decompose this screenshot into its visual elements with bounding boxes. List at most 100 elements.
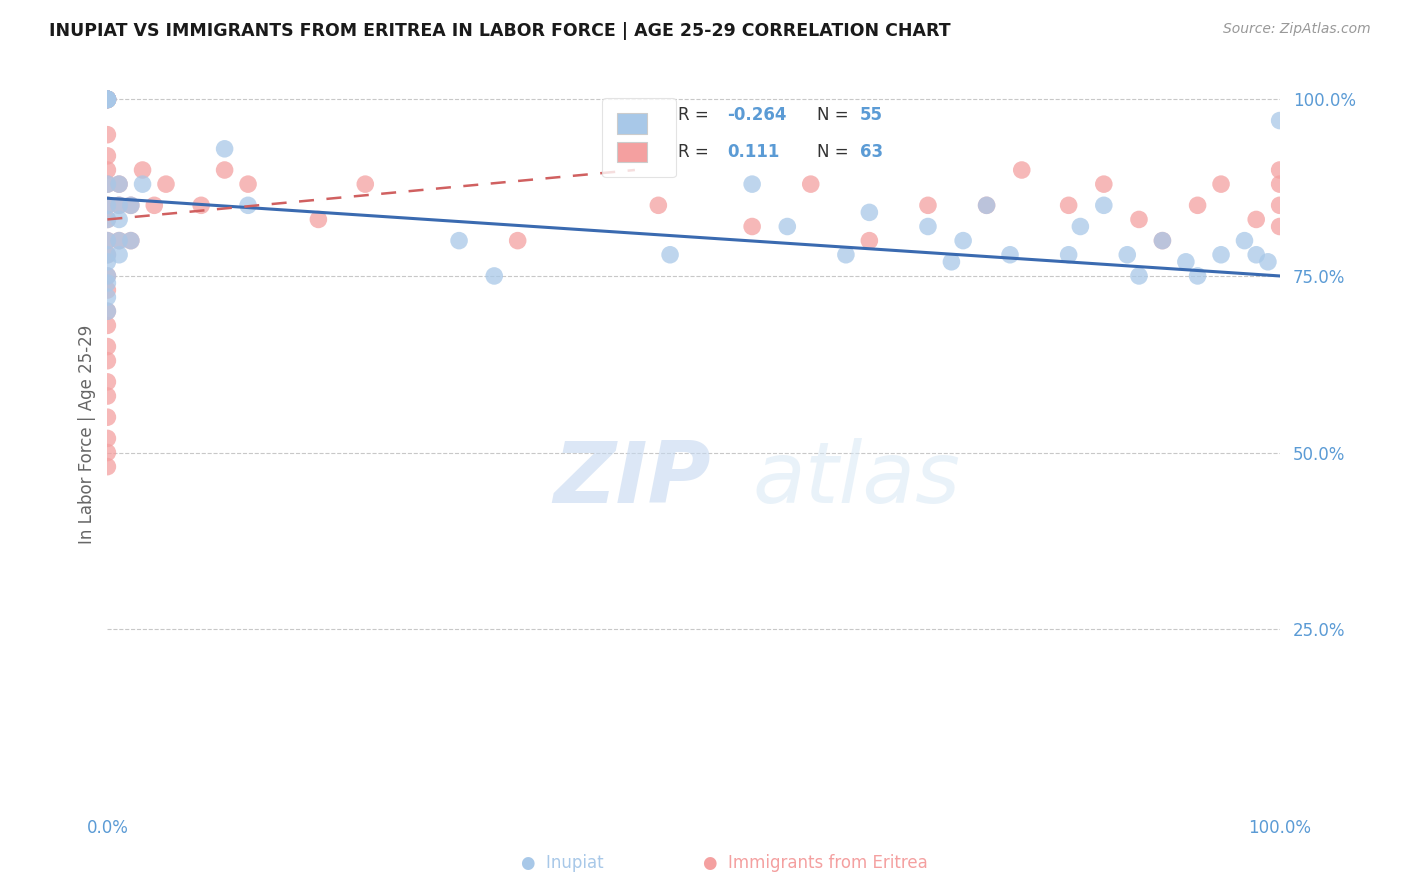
Point <box>647 198 669 212</box>
Point <box>96 92 118 106</box>
Point <box>96 163 118 178</box>
Point <box>96 177 118 191</box>
Point <box>96 268 118 283</box>
Point <box>96 92 118 106</box>
Text: R =: R = <box>678 106 714 124</box>
Point <box>96 92 118 106</box>
Point <box>96 255 118 269</box>
Point <box>214 163 236 178</box>
Point <box>1187 198 1209 212</box>
Point <box>214 142 236 156</box>
Point <box>131 163 153 178</box>
Point <box>96 92 118 106</box>
Point <box>96 389 118 403</box>
Point <box>96 92 118 106</box>
Point <box>1092 177 1115 191</box>
Point <box>108 198 131 212</box>
Text: 0.111: 0.111 <box>727 144 780 161</box>
Point <box>1057 198 1080 212</box>
Point <box>108 248 131 262</box>
Point <box>96 248 118 262</box>
Point <box>998 248 1021 262</box>
Point <box>96 128 118 142</box>
Point <box>96 177 118 191</box>
Point <box>155 177 177 191</box>
Point <box>1069 219 1091 234</box>
Point <box>131 177 153 191</box>
Point <box>1209 248 1232 262</box>
Point <box>96 149 118 163</box>
Point <box>108 198 131 212</box>
Point <box>96 340 118 354</box>
Point <box>659 248 682 262</box>
Point <box>1174 255 1197 269</box>
Text: N =: N = <box>817 106 853 124</box>
Point <box>484 268 506 283</box>
Point <box>1268 177 1291 191</box>
Point <box>1152 234 1174 248</box>
Point <box>236 177 259 191</box>
Point <box>108 177 131 191</box>
Point <box>952 234 974 248</box>
Point <box>1128 212 1150 227</box>
Text: ●  Inupiat: ● Inupiat <box>522 855 603 872</box>
Text: R =: R = <box>678 144 714 161</box>
Point <box>96 92 118 106</box>
Point <box>96 92 118 106</box>
Point <box>1209 177 1232 191</box>
Point <box>941 255 963 269</box>
Point <box>96 234 118 248</box>
Point <box>96 318 118 333</box>
Point <box>96 212 118 227</box>
Point <box>108 234 131 248</box>
Point <box>307 212 329 227</box>
Point <box>800 177 823 191</box>
Point <box>96 92 118 106</box>
Point <box>1268 113 1291 128</box>
Text: 63: 63 <box>860 144 883 161</box>
Point <box>917 198 939 212</box>
Point <box>96 248 118 262</box>
Text: atlas: atlas <box>752 438 960 521</box>
Point <box>96 92 118 106</box>
Point <box>96 410 118 425</box>
Point <box>858 205 880 219</box>
Point <box>1057 248 1080 262</box>
Point <box>108 234 131 248</box>
Point <box>1128 268 1150 283</box>
Point <box>236 198 259 212</box>
Y-axis label: In Labor Force | Age 25-29: In Labor Force | Age 25-29 <box>79 326 96 544</box>
Point <box>1011 163 1033 178</box>
Point <box>776 219 799 234</box>
Point <box>1257 255 1279 269</box>
Point <box>96 276 118 290</box>
Point <box>108 177 131 191</box>
Point <box>120 234 142 248</box>
Point <box>354 177 377 191</box>
Point <box>1233 234 1256 248</box>
Point <box>1244 248 1267 262</box>
Point <box>1152 234 1174 248</box>
Text: ●  Immigrants from Eritrea: ● Immigrants from Eritrea <box>703 855 928 872</box>
Point <box>741 219 763 234</box>
Point <box>858 234 880 248</box>
Text: Source: ZipAtlas.com: Source: ZipAtlas.com <box>1223 22 1371 37</box>
Point <box>96 92 118 106</box>
Point <box>96 92 118 106</box>
Point <box>917 219 939 234</box>
Point <box>506 234 529 248</box>
Point <box>96 459 118 474</box>
Point <box>1187 268 1209 283</box>
Point <box>96 268 118 283</box>
Point <box>96 198 118 212</box>
Point <box>96 304 118 318</box>
Point <box>976 198 998 212</box>
Point <box>741 177 763 191</box>
Point <box>120 234 142 248</box>
Point <box>96 92 118 106</box>
Point <box>1244 212 1267 227</box>
Point <box>96 92 118 106</box>
Point <box>96 283 118 297</box>
Point <box>96 92 118 106</box>
Point <box>96 304 118 318</box>
